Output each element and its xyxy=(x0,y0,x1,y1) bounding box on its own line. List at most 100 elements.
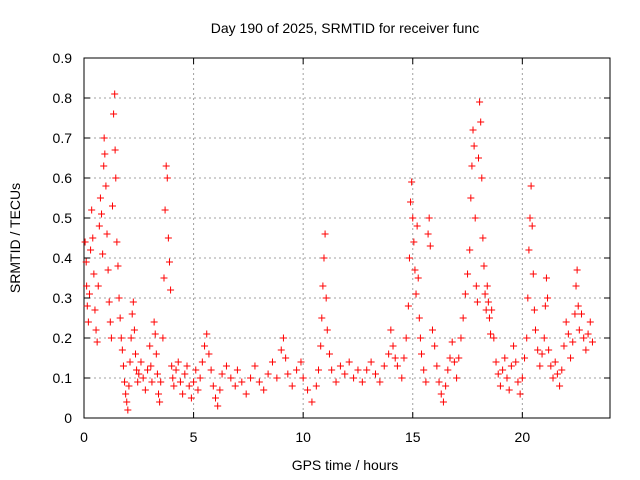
data-point xyxy=(159,334,167,342)
data-point xyxy=(471,214,479,222)
data-point xyxy=(83,282,91,290)
data-point xyxy=(336,362,344,370)
data-point xyxy=(169,374,177,382)
data-point xyxy=(163,174,171,182)
data-point xyxy=(473,298,481,306)
data-point xyxy=(137,358,145,366)
data-point xyxy=(516,390,524,398)
data-point xyxy=(92,326,100,334)
data-point xyxy=(547,362,555,370)
data-point xyxy=(418,350,426,358)
data-point xyxy=(518,374,526,382)
data-point xyxy=(99,250,107,258)
data-point xyxy=(98,210,106,218)
data-point xyxy=(435,378,443,386)
data-point xyxy=(553,370,561,378)
data-point xyxy=(588,338,596,346)
data-point xyxy=(571,310,579,318)
data-point xyxy=(556,382,564,390)
data-point xyxy=(393,362,401,370)
data-point xyxy=(125,382,133,390)
data-point xyxy=(104,266,112,274)
data-point xyxy=(88,206,96,214)
data-point xyxy=(400,354,408,362)
data-point xyxy=(117,334,125,342)
data-point xyxy=(431,342,439,350)
data-point xyxy=(293,366,301,374)
data-point xyxy=(536,362,544,370)
data-point xyxy=(209,382,217,390)
data-point xyxy=(181,370,189,378)
data-point xyxy=(538,350,546,358)
data-point xyxy=(528,222,536,230)
data-point xyxy=(106,318,114,326)
y-tick-label: 0.9 xyxy=(53,50,73,66)
data-point xyxy=(529,270,537,278)
data-point xyxy=(410,238,418,246)
data-point xyxy=(483,282,491,290)
data-point xyxy=(111,90,119,98)
data-point xyxy=(437,390,445,398)
data-point xyxy=(523,334,531,342)
data-point xyxy=(524,294,532,302)
data-point xyxy=(127,334,135,342)
data-point xyxy=(424,230,432,238)
data-point xyxy=(413,222,421,230)
data-point xyxy=(389,342,397,350)
data-point xyxy=(222,362,230,370)
x-tick-label: 10 xyxy=(295,429,311,445)
data-point xyxy=(187,394,195,402)
data-point xyxy=(488,306,496,314)
data-point xyxy=(490,334,498,342)
data-point xyxy=(521,354,529,362)
data-point xyxy=(332,378,340,386)
data-point xyxy=(101,150,109,158)
data-point xyxy=(371,370,379,378)
data-point xyxy=(409,214,417,222)
data-point xyxy=(398,374,406,382)
data-point xyxy=(155,390,163,398)
data-point xyxy=(525,246,533,254)
data-point xyxy=(407,198,415,206)
data-point xyxy=(167,286,175,294)
data-point xyxy=(560,342,568,350)
data-point xyxy=(115,294,123,302)
data-point xyxy=(551,358,559,366)
data-point xyxy=(319,282,327,290)
data-point xyxy=(146,342,154,350)
data-point xyxy=(194,386,202,394)
data-point xyxy=(526,214,534,222)
data-point xyxy=(530,306,538,314)
data-point xyxy=(428,326,436,334)
data-point xyxy=(108,202,116,210)
data-points xyxy=(81,90,596,414)
data-point xyxy=(129,298,137,306)
data-point xyxy=(162,162,170,170)
data-point xyxy=(144,366,152,374)
data-point xyxy=(341,370,349,378)
data-point xyxy=(562,318,570,326)
data-point xyxy=(367,358,375,366)
data-point xyxy=(192,366,200,374)
x-tick-label: 0 xyxy=(80,429,88,445)
data-point xyxy=(308,398,316,406)
data-point xyxy=(83,302,91,310)
data-point xyxy=(481,290,489,298)
data-point xyxy=(358,378,366,386)
data-point xyxy=(350,374,358,382)
data-point xyxy=(124,406,132,414)
data-point xyxy=(408,178,416,186)
data-point xyxy=(514,378,522,386)
data-point xyxy=(264,370,272,378)
data-point xyxy=(227,374,235,382)
data-point xyxy=(404,302,412,310)
data-point xyxy=(132,350,140,358)
x-tick-label: 15 xyxy=(405,429,421,445)
data-point xyxy=(345,358,353,366)
data-point xyxy=(527,182,535,190)
plot-frame xyxy=(83,57,611,419)
data-point xyxy=(540,334,548,342)
data-point xyxy=(151,330,159,338)
